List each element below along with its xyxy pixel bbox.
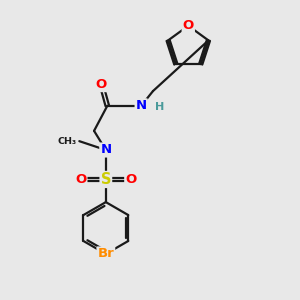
Text: S: S <box>100 172 111 187</box>
Text: O: O <box>183 19 194 32</box>
Text: N: N <box>100 143 111 157</box>
Text: CH₃: CH₃ <box>58 137 77 146</box>
Text: O: O <box>96 78 107 91</box>
Text: O: O <box>75 173 86 186</box>
Text: Br: Br <box>98 248 114 260</box>
Text: N: N <box>136 99 147 112</box>
Text: H: H <box>155 102 164 112</box>
Text: O: O <box>125 173 136 186</box>
